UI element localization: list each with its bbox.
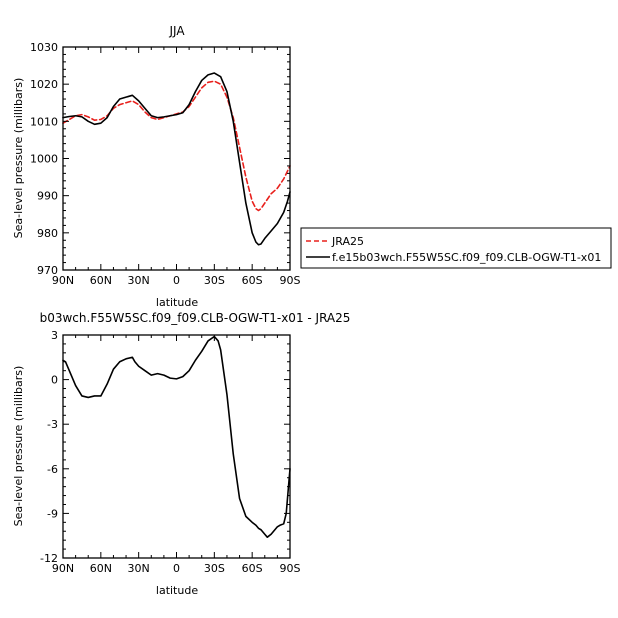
y-tick-label: -12	[40, 552, 58, 565]
x-axis-label-bottom: latitude	[156, 584, 198, 597]
y-axis-label-top: Sea-level pressure (millibars)	[12, 78, 25, 239]
y-tick-label: 1000	[30, 153, 58, 166]
x-tick-label: 30S	[204, 274, 225, 287]
series-line-1-0	[62, 335, 291, 538]
x-tick-label: 90S	[280, 274, 301, 287]
x-axis-label-top: latitude	[156, 296, 198, 309]
chart-top-panel: JJA 90N 60N 30N 0 30S 60S 90S 970 980 990 1000 1010…	[12, 24, 301, 309]
x-tick-label: 60S	[242, 274, 263, 287]
x-tick-label: 60N	[90, 274, 112, 287]
y-tick-label: 970	[37, 264, 58, 277]
chart-bottom-panel: b03wch.F55W5SC.f09_f09.CLB-OGW-T1-x01 - …	[12, 311, 350, 597]
x-tick-label: 0	[173, 562, 180, 575]
x-tick-label: 90N	[52, 274, 74, 287]
y-axis-label-bottom: Sea-level pressure (millibars)	[12, 366, 25, 527]
y-tick-label: 3	[51, 329, 58, 342]
series-group-top	[62, 72, 291, 246]
series-group-bottom	[62, 335, 291, 538]
x-tick-label: 90S	[280, 562, 301, 575]
legend: JRA25 f.e15b03wch.F55W5SC.f09_f09.CLB-OG…	[300, 227, 612, 269]
x-tick-label: 30N	[128, 274, 150, 287]
y-tick-label: -6	[47, 463, 58, 476]
chart-title-top: JJA	[168, 24, 185, 38]
y-tick-label: 1020	[30, 78, 58, 91]
chart-title-bottom: b03wch.F55W5SC.f09_f09.CLB-OGW-T1-x01 - …	[40, 311, 351, 325]
x-tick-label: 60S	[242, 562, 263, 575]
x-tick-label: 60N	[90, 562, 112, 575]
y-tick-label: 0	[51, 374, 58, 387]
y-tick-label: 980	[37, 227, 58, 240]
legend-label-jra25: JRA25	[331, 235, 364, 248]
x-tick-label: 30S	[204, 562, 225, 575]
legend-box	[300, 227, 612, 269]
y-tick-label: 1010	[30, 115, 58, 128]
y-tick-label: 1030	[30, 41, 58, 54]
x-tick-label: 0	[173, 274, 180, 287]
legend-label-model: f.e15b03wch.F55W5SC.f09_f09.CLB-OGW-T1-x…	[332, 251, 601, 264]
axes-top: 90N 60N 30N 0 30S 60S 90S 970 980 990 1000 1010 1020…	[30, 41, 301, 287]
x-tick-label: 30N	[128, 562, 150, 575]
y-tick-label: -9	[47, 507, 58, 520]
x-tick-label: 90N	[52, 562, 74, 575]
series-line-0-1	[62, 72, 291, 246]
y-tick-label: 990	[37, 190, 58, 203]
y-tick-label: -3	[47, 418, 58, 431]
axes-bottom: 90N 60N 30N 0 30S 60S 90S -12 -9 -6 -3 0 3	[40, 329, 300, 575]
